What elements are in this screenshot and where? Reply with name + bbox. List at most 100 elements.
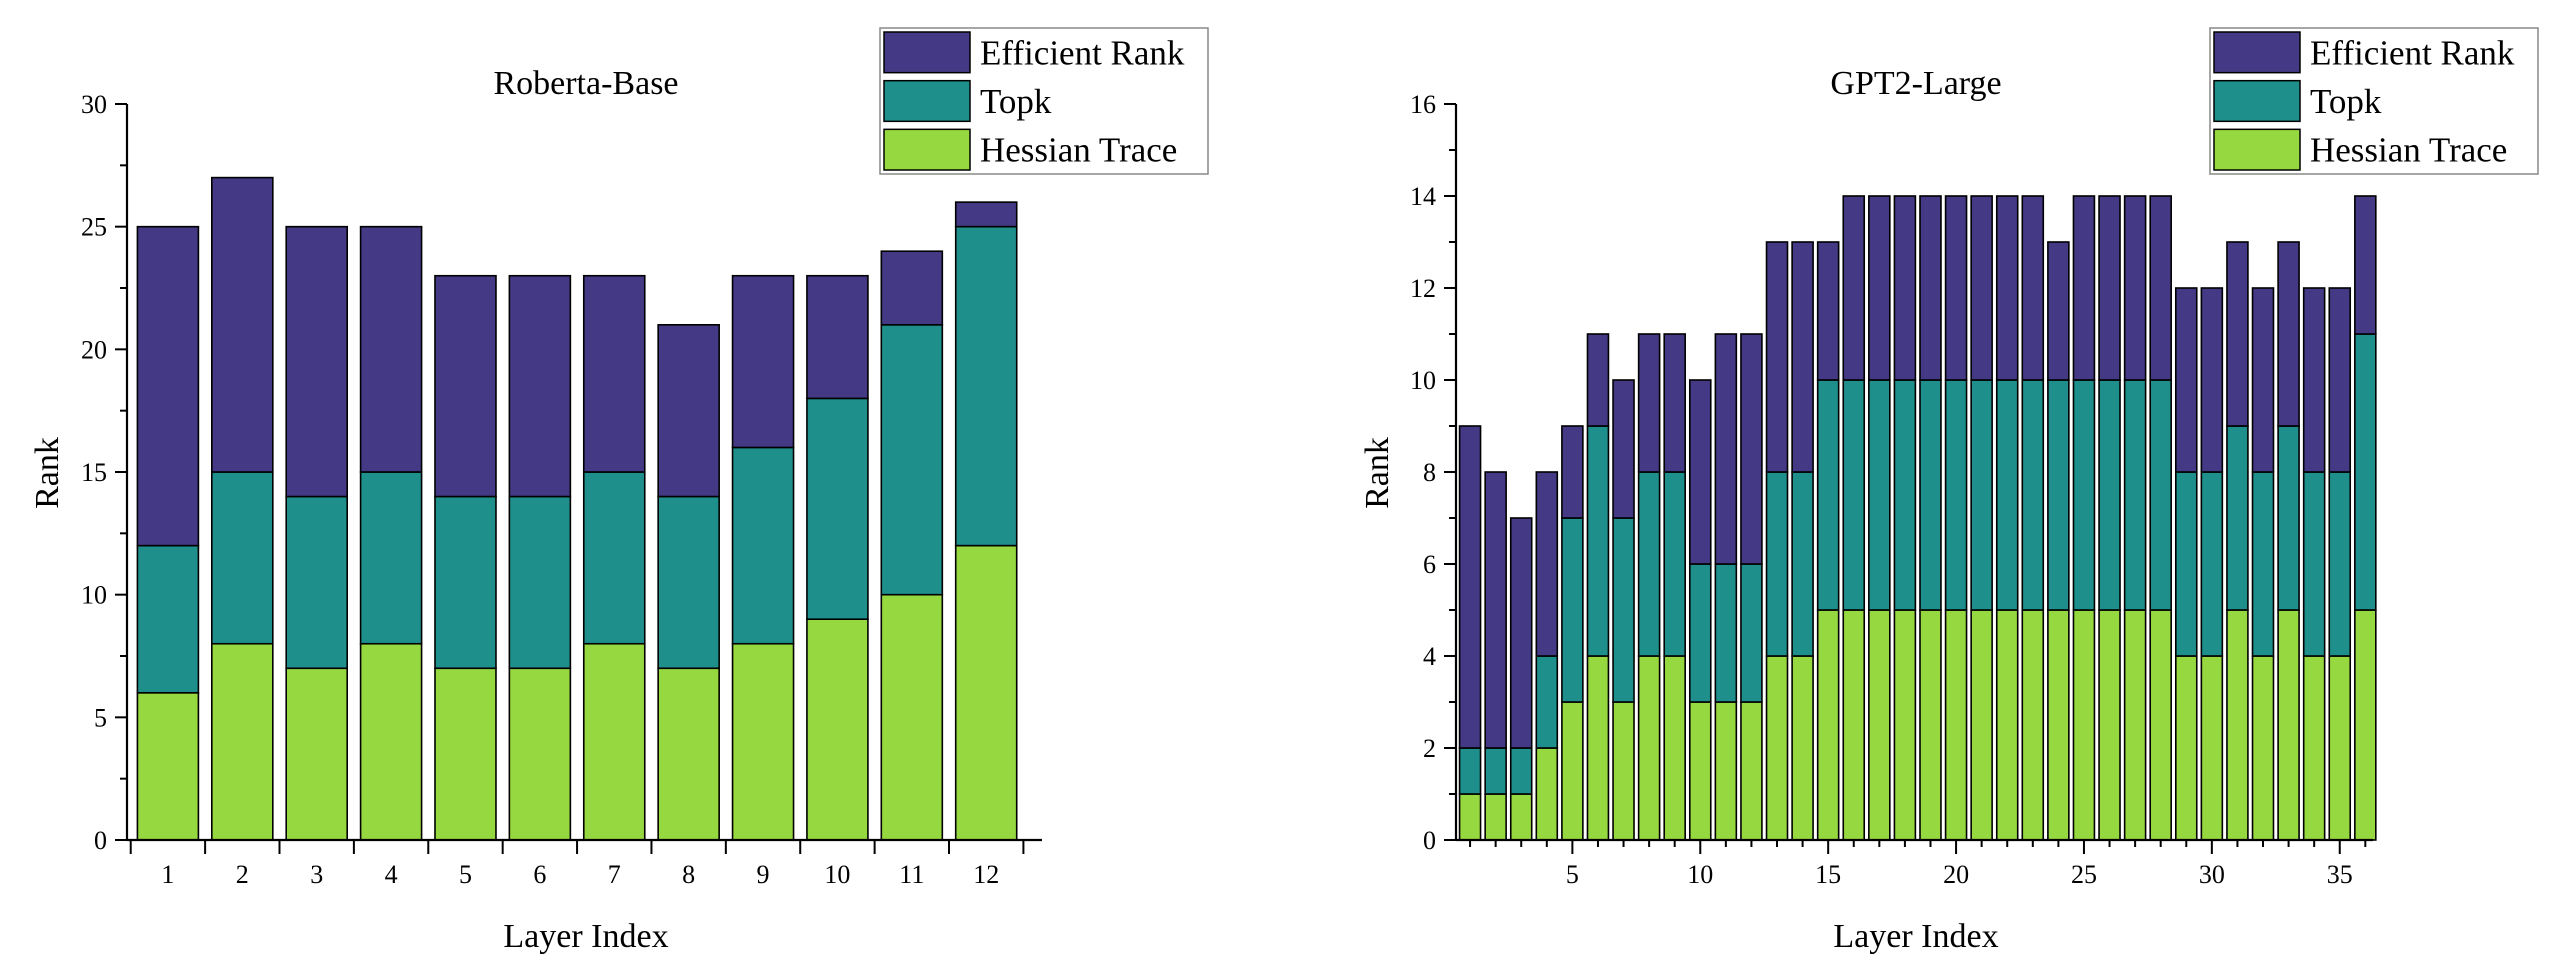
bar-topk-5 — [434, 495, 497, 670]
y-axis-title: Rank — [1359, 437, 1396, 509]
y-tick-label: 20 — [81, 335, 107, 364]
x-tick-label: 11 — [899, 860, 924, 889]
bar-hessian-trace-12 — [954, 544, 1018, 841]
bar-efficient-rank-20 — [1944, 195, 1968, 381]
bar-efficient-rank-15 — [1816, 241, 1840, 381]
bar-efficient-rank-5 — [434, 274, 497, 498]
bar-efficient-rank-11 — [1714, 333, 1738, 565]
bar-hessian-trace-4 — [1535, 747, 1559, 841]
bar-efficient-rank-11 — [880, 250, 944, 326]
bar-hessian-trace-32 — [2251, 655, 2275, 841]
bar-topk-18 — [1893, 379, 1917, 611]
bar-hessian-trace-8 — [1637, 655, 1661, 841]
bar-hessian-trace-7 — [1612, 701, 1635, 841]
y-tick-label: 4 — [1423, 642, 1436, 671]
x-tick-label: 8 — [682, 860, 695, 889]
bar-hessian-trace-11 — [880, 593, 944, 841]
y-tick-label: 6 — [1423, 550, 1436, 579]
bar-hessian-trace-21 — [1970, 609, 1993, 841]
bar-hessian-trace-9 — [731, 642, 795, 841]
bar-efficient-rank-28 — [2149, 195, 2172, 381]
x-ticks: 1 2 3 4 5 6 7 8 9 10 11 12 — [129, 840, 1025, 889]
bar-hessian-trace-25 — [2072, 609, 2096, 841]
bar-topk-27 — [2123, 379, 2147, 611]
bar-topk-20 — [1944, 379, 1968, 611]
bar-topk-24 — [2047, 379, 2070, 611]
bar-hessian-trace-6 — [1586, 655, 1610, 841]
bar-hessian-trace-19 — [1919, 609, 1942, 841]
bar-topk-5 — [1561, 517, 1584, 703]
x-tick-label: 6 — [533, 860, 546, 889]
bar-hessian-trace-1 — [136, 691, 200, 841]
bar-efficient-rank-10 — [806, 274, 869, 400]
bar-hessian-trace-10 — [1688, 701, 1712, 841]
bar-efficient-rank-8 — [657, 323, 720, 498]
bar-efficient-rank-4 — [1535, 471, 1559, 657]
legend-swatch-efficient-rank — [2213, 31, 2301, 74]
x-tick-label: 5 — [459, 860, 472, 889]
bar-efficient-rank-18 — [1893, 195, 1917, 381]
bar-efficient-rank-24 — [2047, 241, 2070, 381]
x-tick-label: 4 — [385, 860, 398, 889]
bar-efficient-rank-16 — [1842, 195, 1866, 381]
y-ticks: 0 5 10 15 20 25 30 — [81, 90, 127, 855]
x-tick-label: 2 — [236, 860, 249, 889]
bar-hessian-trace-6 — [508, 667, 572, 841]
bar-hessian-trace-3 — [1509, 793, 1533, 841]
legend-swatch-hessian-trace — [2213, 128, 2301, 171]
bar-hessian-trace-18 — [1893, 609, 1917, 841]
chart-title: Roberta-Base — [493, 65, 678, 102]
y-tick-label: 8 — [1423, 458, 1436, 487]
x-tick-label: 12 — [973, 860, 999, 889]
bar-topk-7 — [582, 471, 646, 645]
legend-swatch-hessian-trace — [883, 128, 971, 171]
x-tick-label: 15 — [1815, 860, 1841, 889]
bar-efficient-rank-3 — [1509, 517, 1533, 749]
bar-efficient-rank-19 — [1919, 195, 1942, 381]
bar-topk-29 — [2174, 471, 2198, 657]
bar-efficient-rank-32 — [2251, 287, 2275, 473]
bar-hessian-trace-11 — [1714, 701, 1738, 841]
legend-label-hessian-trace: Hessian Trace — [2310, 131, 2507, 170]
bar-hessian-trace-12 — [1740, 701, 1763, 841]
bar-efficient-rank-2 — [211, 176, 274, 473]
bar-topk-6 — [1586, 425, 1610, 657]
bar-topk-2 — [1484, 747, 1507, 795]
bar-hessian-trace-2 — [1484, 793, 1507, 841]
bar-topk-6 — [508, 495, 572, 670]
bar-hessian-trace-29 — [2174, 655, 2198, 841]
bar-hessian-trace-7 — [582, 642, 646, 841]
bar-topk-14 — [1791, 471, 1814, 657]
bar-topk-19 — [1919, 379, 1942, 611]
bar-hessian-trace-16 — [1842, 609, 1866, 841]
bar-efficient-rank-7 — [582, 274, 646, 473]
bar-efficient-rank-14 — [1791, 241, 1814, 473]
bar-topk-12 — [1740, 563, 1763, 703]
y-tick-label: 5 — [94, 703, 107, 732]
bar-topk-12 — [954, 225, 1018, 547]
bar-efficient-rank-1 — [136, 225, 200, 547]
bar-efficient-rank-25 — [2072, 195, 2096, 381]
bar-topk-4 — [1535, 655, 1559, 749]
bar-hessian-trace-2 — [211, 642, 274, 841]
y-tick-label: 0 — [94, 826, 107, 855]
bar-efficient-rank-36 — [2354, 195, 2377, 335]
legend: Efficient Rank Topk Hessian Trace — [2209, 27, 2539, 175]
bar-hessian-trace-22 — [1995, 609, 2019, 841]
bar-topk-3 — [285, 495, 349, 670]
bar-topk-35 — [2328, 471, 2352, 657]
bar-topk-9 — [731, 446, 795, 645]
bar-topk-16 — [1842, 379, 1866, 611]
bar-topk-7 — [1612, 517, 1635, 703]
bar-efficient-rank-13 — [1765, 241, 1789, 473]
y-tick-label: 10 — [1410, 366, 1436, 395]
bar-efficient-rank-12 — [954, 201, 1018, 228]
bar-efficient-rank-5 — [1561, 425, 1584, 519]
bar-hessian-trace-33 — [2277, 609, 2300, 841]
bar-efficient-rank-1 — [1458, 425, 1482, 749]
bar-topk-30 — [2200, 471, 2224, 657]
bar-topk-8 — [1637, 471, 1661, 657]
bar-efficient-rank-10 — [1688, 379, 1712, 565]
bar-topk-32 — [2251, 471, 2275, 657]
bar-efficient-rank-6 — [508, 274, 572, 498]
